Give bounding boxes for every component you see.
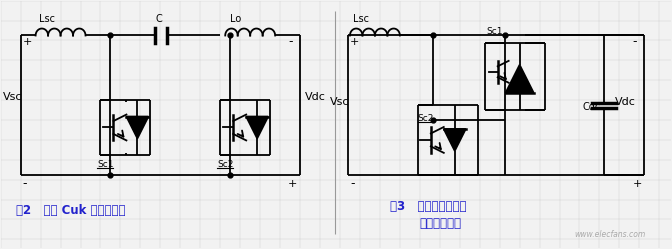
- Text: +: +: [350, 37, 360, 48]
- Polygon shape: [126, 117, 149, 138]
- Text: Cdc: Cdc: [583, 102, 601, 112]
- Text: Lsc: Lsc: [353, 14, 369, 24]
- Text: +: +: [288, 179, 298, 189]
- Text: www.elecfans.com: www.elecfans.com: [575, 230, 646, 239]
- Text: -: -: [288, 35, 292, 49]
- Text: -: -: [632, 35, 637, 49]
- Text: Vdc: Vdc: [614, 97, 635, 107]
- Text: Sc2: Sc2: [418, 114, 434, 123]
- Polygon shape: [505, 65, 534, 93]
- Text: Vsc: Vsc: [3, 92, 22, 102]
- Text: +: +: [632, 179, 642, 189]
- Text: 器电路原理图: 器电路原理图: [420, 217, 462, 230]
- Text: -: -: [23, 177, 27, 190]
- Text: Vsc: Vsc: [330, 97, 349, 107]
- Text: Sc1: Sc1: [97, 160, 114, 169]
- Text: Vdc: Vdc: [305, 92, 326, 102]
- Text: Lsc: Lsc: [38, 14, 54, 24]
- Text: Sc1: Sc1: [487, 26, 503, 36]
- Polygon shape: [246, 117, 268, 138]
- Text: 图3   半桥型双向变换: 图3 半桥型双向变换: [390, 199, 466, 213]
- Text: Sc2: Sc2: [217, 160, 234, 169]
- Text: -: -: [350, 177, 354, 190]
- Text: C: C: [155, 14, 162, 24]
- Polygon shape: [444, 129, 466, 151]
- Text: 图2   双向 Cuk 电路原理图: 图2 双向 Cuk 电路原理图: [15, 204, 125, 217]
- Text: Lo: Lo: [230, 14, 241, 24]
- Text: +: +: [23, 37, 32, 48]
